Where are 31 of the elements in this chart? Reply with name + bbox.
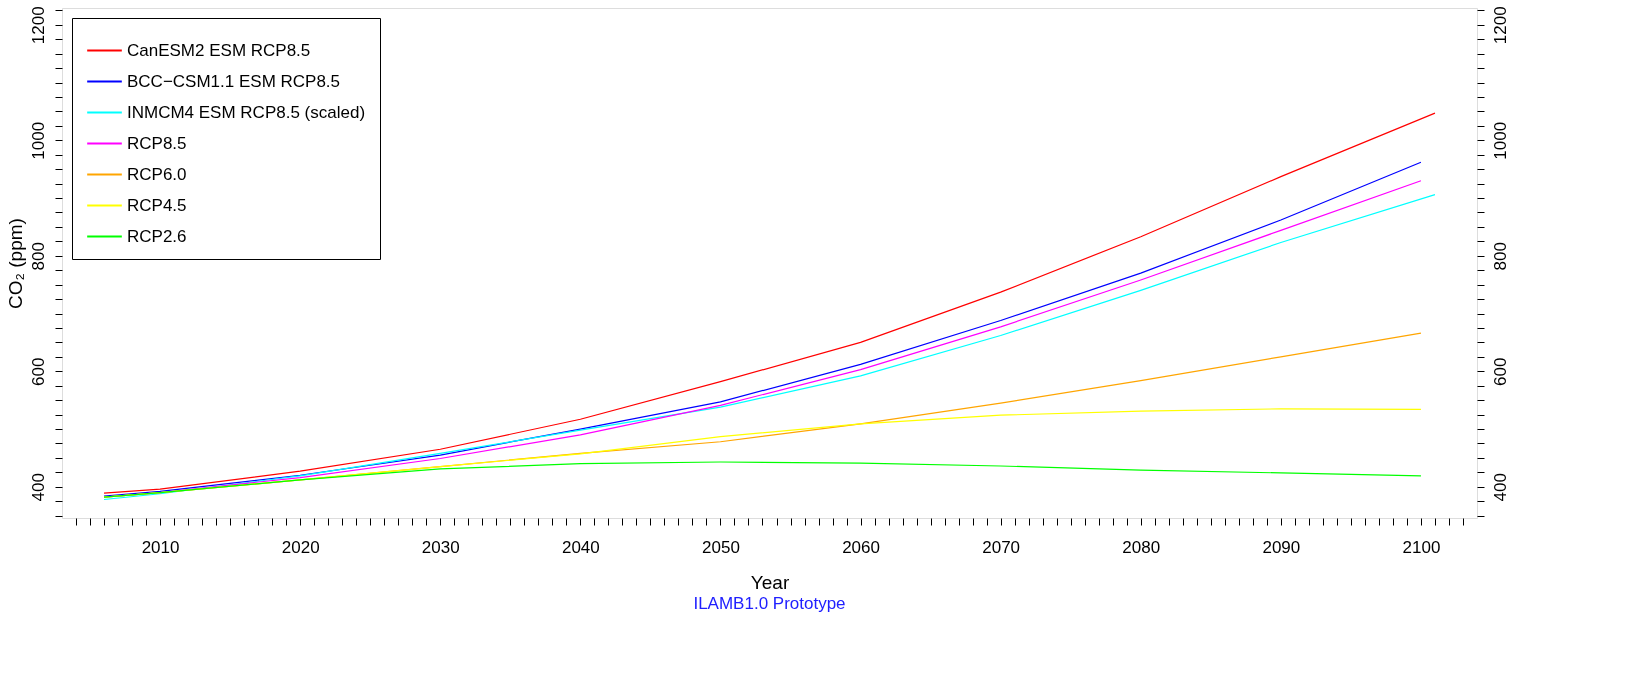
x-tick-label: 2080 xyxy=(1122,537,1161,557)
y-axis-title: CO₂ (ppm) xyxy=(4,218,26,309)
y-tick-label: 800 xyxy=(28,242,48,271)
x-tick-label: 2010 xyxy=(141,537,180,557)
y-tick-label: 600 xyxy=(28,357,48,386)
y2-tick-label: 1000 xyxy=(1490,121,1510,160)
x-tick-label: 2100 xyxy=(1402,537,1441,557)
x-tick-label: 2060 xyxy=(842,537,880,557)
y2-tick-label: 600 xyxy=(1490,357,1510,386)
y-tick-label: 400 xyxy=(28,473,48,502)
legend-label: BCC−CSM1.1 ESM RCP8.5 xyxy=(127,71,341,91)
legend-label: RCP8.5 xyxy=(127,133,187,153)
y2-tick-label: 800 xyxy=(1490,242,1510,271)
x-tick-label: 2040 xyxy=(561,537,600,557)
legend-label: CanESM2 ESM RCP8.5 xyxy=(127,40,311,60)
y-tick-label: 1200 xyxy=(28,6,48,45)
legend-label: RCP2.6 xyxy=(127,226,187,246)
x-tick-label: 2030 xyxy=(421,537,460,557)
x-axis-title: Year xyxy=(750,571,790,593)
y-tick-label: 1000 xyxy=(28,121,48,160)
x-tick-label: 2050 xyxy=(702,537,740,557)
x-tick-label: 2090 xyxy=(1262,537,1301,557)
y2-tick-label: 400 xyxy=(1490,473,1510,502)
line-series xyxy=(103,461,1422,498)
legend-label: RCP6.0 xyxy=(127,164,187,184)
text: ILAMB1.0 Prototype xyxy=(693,594,846,613)
legend-label: INMCM4 ESM RCP8.5 (scaled) xyxy=(127,102,366,122)
x-tick-label: 2070 xyxy=(982,537,1021,557)
y2-tick-label: 1200 xyxy=(1490,6,1510,45)
x-tick-label: 2020 xyxy=(281,537,320,557)
legend-label: RCP4.5 xyxy=(127,195,187,215)
